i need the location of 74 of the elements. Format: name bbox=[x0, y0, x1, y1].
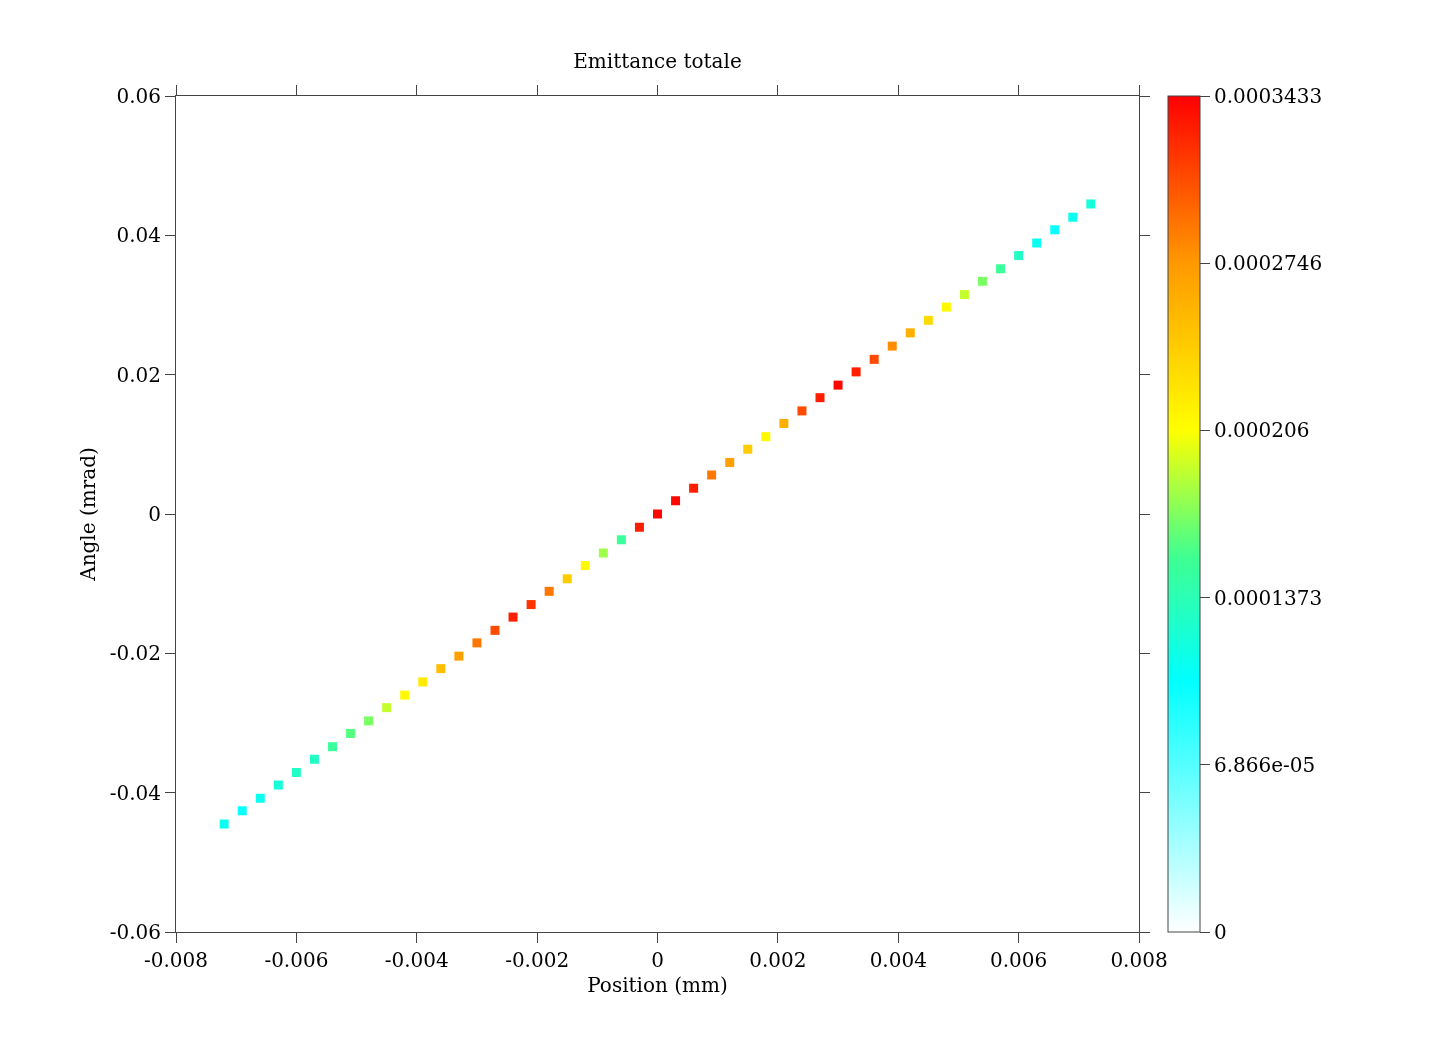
y-tick-label: -0.06 bbox=[109, 920, 161, 944]
point bbox=[996, 264, 1006, 274]
y-tick-label: 0 bbox=[148, 502, 161, 526]
point bbox=[671, 496, 681, 506]
point bbox=[598, 548, 608, 558]
point bbox=[219, 819, 229, 829]
point bbox=[851, 367, 861, 377]
point bbox=[526, 600, 536, 610]
point bbox=[1014, 251, 1024, 261]
point bbox=[761, 432, 771, 442]
point bbox=[978, 276, 988, 286]
point bbox=[797, 406, 807, 416]
color-bar-label: 0.0001373 bbox=[1214, 585, 1323, 610]
point bbox=[255, 793, 265, 803]
point bbox=[454, 651, 464, 661]
y-tick-label: -0.02 bbox=[109, 641, 161, 666]
point bbox=[779, 418, 789, 428]
y-tick-label: 0.04 bbox=[116, 223, 161, 248]
point bbox=[959, 290, 969, 300]
point bbox=[400, 690, 410, 700]
point bbox=[689, 483, 699, 493]
x-axis-title: Position (mm) bbox=[587, 972, 728, 997]
point bbox=[418, 677, 428, 687]
y-tick-label: 0.02 bbox=[116, 362, 161, 387]
point bbox=[634, 522, 644, 532]
point bbox=[346, 728, 356, 738]
x-tick-label: -0.008 bbox=[143, 948, 209, 972]
point bbox=[237, 806, 247, 816]
x-tick-label: -0.004 bbox=[384, 948, 449, 972]
x-tick-label: 0 bbox=[651, 948, 664, 972]
point bbox=[887, 341, 897, 351]
point bbox=[923, 315, 933, 325]
point bbox=[616, 535, 626, 545]
point bbox=[309, 754, 319, 764]
point bbox=[508, 612, 518, 622]
point bbox=[580, 561, 590, 571]
color-bar-label: 6.866e-05 bbox=[1214, 752, 1316, 777]
x-tick-label: -0.002 bbox=[505, 948, 570, 972]
point bbox=[1068, 212, 1078, 222]
point bbox=[544, 586, 554, 596]
x-tick-label: -0.006 bbox=[264, 948, 329, 972]
point bbox=[273, 780, 283, 790]
y-tick-label: -0.04 bbox=[109, 780, 161, 805]
point bbox=[490, 625, 500, 635]
color-bar-label: 0.0002746 bbox=[1214, 251, 1323, 276]
x-tick-label: 0.008 bbox=[1110, 948, 1168, 972]
color-bar-label: 0 bbox=[1214, 920, 1227, 944]
y-tick-label: 0.06 bbox=[116, 84, 161, 108]
point bbox=[707, 470, 717, 480]
point bbox=[472, 638, 482, 648]
point bbox=[833, 380, 843, 390]
y-axis-title: Angle (mrad) bbox=[76, 447, 101, 582]
point bbox=[725, 457, 735, 467]
point bbox=[382, 703, 392, 713]
point bbox=[905, 328, 915, 338]
point bbox=[1050, 225, 1060, 235]
point bbox=[815, 393, 825, 403]
point bbox=[1032, 238, 1042, 248]
point bbox=[869, 354, 879, 364]
point bbox=[364, 716, 374, 726]
point bbox=[436, 664, 446, 674]
point bbox=[653, 509, 662, 519]
point bbox=[562, 574, 572, 584]
point bbox=[291, 767, 301, 777]
chart-title: Emittance totale bbox=[573, 48, 742, 73]
point bbox=[1086, 199, 1096, 209]
x-tick-label: 0.004 bbox=[869, 948, 927, 972]
point bbox=[327, 742, 337, 752]
x-tick-label: 0.006 bbox=[990, 948, 1048, 972]
point bbox=[743, 444, 753, 454]
x-tick-label: 0.002 bbox=[749, 948, 807, 972]
color-bar-label: 0.000206 bbox=[1214, 418, 1310, 443]
point bbox=[941, 302, 951, 312]
color-bar-label: 0.0003433 bbox=[1214, 84, 1323, 108]
